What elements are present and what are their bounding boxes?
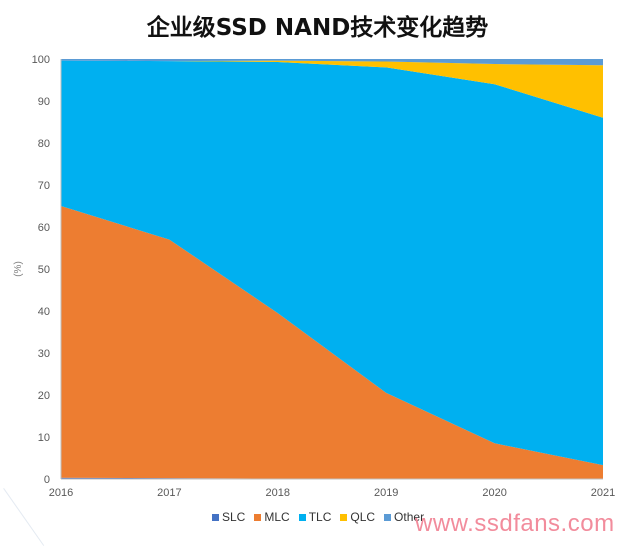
y-tick-label-20: 20 — [38, 390, 50, 402]
area-other — [61, 59, 603, 66]
legend-label-tlc: TLC — [308, 510, 332, 524]
y-tick-label-40: 40 — [38, 306, 50, 318]
x-tick-label-2019: 2019 — [374, 487, 398, 499]
watermark: www.ssdfans.com — [415, 510, 615, 537]
y-tick-label-0: 0 — [44, 474, 50, 486]
area-qlc — [61, 60, 603, 118]
legend-label-slc: SLC — [222, 510, 246, 524]
y-tick-label-50: 50 — [38, 264, 50, 276]
x-tick-label-2018: 2018 — [266, 487, 290, 499]
area-tlc — [61, 60, 603, 466]
legend-item-slc: SLC — [212, 510, 245, 524]
x-tick-label-2016: 2016 — [49, 487, 73, 499]
legend-item-mlc: MLC — [254, 510, 290, 524]
legend-item-qlc: QLC — [340, 510, 375, 524]
y-tick-label-70: 70 — [38, 180, 50, 192]
y-tick-label-30: 30 — [38, 348, 50, 360]
y-tick-label-90: 90 — [38, 96, 50, 108]
area-mlc — [61, 206, 603, 479]
y-tick-label-100: 100 — [32, 54, 50, 66]
x-tick-label-2020: 2020 — [482, 487, 506, 499]
legend-swatch-tlc — [298, 513, 306, 521]
legend-swatch-slc — [212, 513, 219, 521]
legend-item-tlc: TLC — [298, 510, 332, 524]
legend-label-mlc: MLC — [264, 510, 290, 524]
legend-label-qlc: QLC — [350, 510, 376, 524]
x-tick-label-2017: 2017 — [157, 487, 181, 499]
legend-label-other: Other — [394, 510, 425, 524]
chart-legend: SLC MLC TLC QLC Other — [212, 510, 424, 524]
y-tick-label-60: 60 — [38, 222, 50, 234]
y-tick-label-10: 10 — [38, 432, 50, 444]
legend-swatch-mlc — [254, 513, 262, 521]
x-tick-label-2021: 2021 — [591, 487, 615, 499]
legend-swatch-qlc — [340, 513, 348, 521]
legend-item-other: Other — [384, 510, 424, 524]
legend-swatch-other — [384, 513, 392, 521]
y-axis-label: (%) — [13, 261, 24, 277]
chart-title: 企业级SSD NAND技术变化趋势 — [146, 15, 489, 41]
y-tick-label-80: 80 — [38, 138, 50, 150]
